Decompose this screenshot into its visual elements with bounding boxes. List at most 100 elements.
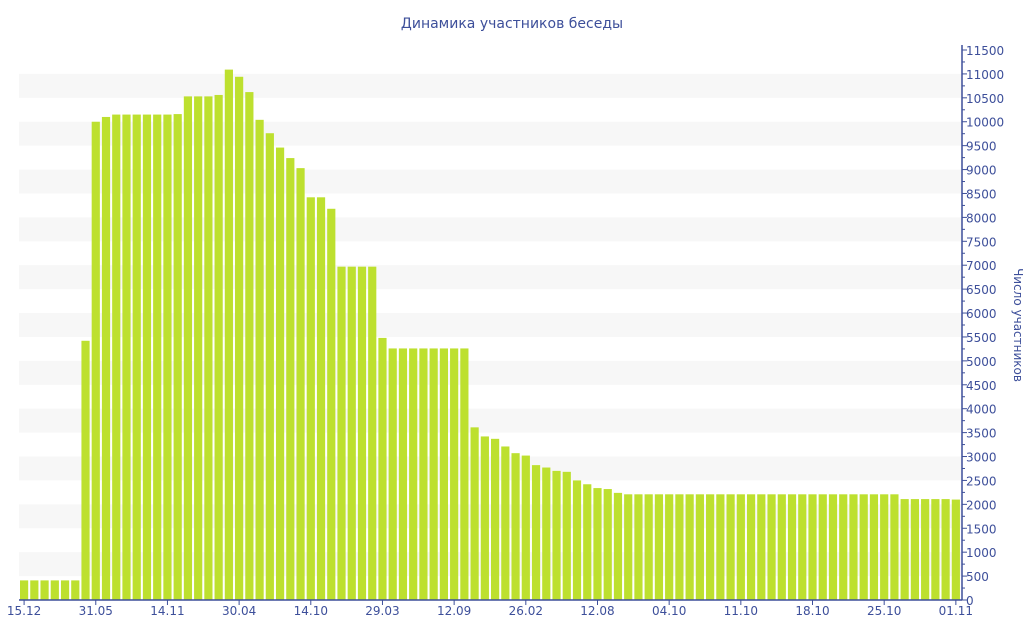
bar (327, 208, 336, 601)
bar (480, 436, 489, 600)
x-tick-label: 14.10 (294, 604, 328, 618)
grid-band (19, 217, 962, 242)
y-tick-label: 0 (966, 594, 974, 608)
bar (941, 499, 950, 600)
bar (808, 494, 817, 600)
bar (183, 96, 193, 601)
bar (757, 494, 766, 600)
bar (603, 489, 612, 600)
bar (746, 494, 756, 600)
x-tick-label: 30.04 (222, 604, 256, 618)
x-axis: 15.12 31.05 14.11 30.04 14.10 29.03 12.09 26.02… (7, 599, 973, 618)
y-tick-label: 11500 (966, 44, 1004, 58)
bar (388, 348, 397, 600)
x-tick-label: 11.10 (724, 604, 758, 618)
y-tick-label: 8500 (966, 187, 997, 201)
bar (921, 499, 930, 600)
bar (491, 438, 500, 600)
grid-band (19, 504, 962, 529)
bar (562, 471, 571, 600)
bar (40, 580, 49, 600)
bar (501, 446, 510, 600)
bar (900, 499, 909, 600)
y-tick-label: 7000 (966, 259, 997, 273)
grid-bands (19, 73, 962, 577)
bar (839, 494, 848, 600)
grid-band (19, 313, 962, 337)
bar (726, 494, 735, 600)
bar (859, 494, 868, 600)
y-tick-label: 3500 (966, 427, 997, 441)
bar (112, 114, 121, 600)
bar (122, 114, 131, 600)
bar (654, 494, 664, 600)
bar (429, 348, 438, 600)
grid-band (19, 456, 962, 481)
bar (296, 168, 305, 600)
y-tick-label: 500 (966, 570, 989, 584)
bar (542, 467, 551, 600)
y-tick-label: 2000 (966, 498, 997, 512)
bar (91, 121, 100, 600)
bar (224, 69, 233, 600)
bar (460, 348, 469, 600)
bar (60, 580, 70, 600)
bar (286, 158, 295, 600)
y-tick-label: 4000 (966, 403, 997, 417)
bar (450, 348, 459, 600)
bar (378, 337, 387, 600)
bar (470, 427, 479, 600)
bar (163, 114, 172, 600)
bar (675, 494, 684, 600)
x-tick-label: 31.05 (79, 604, 113, 618)
bar (593, 488, 602, 600)
bar (439, 348, 448, 600)
bar (368, 266, 377, 600)
bar (173, 114, 182, 600)
y-tick-label: 9000 (966, 164, 997, 178)
bar (101, 116, 111, 601)
bar (572, 480, 582, 600)
y-tick-label: 1500 (966, 522, 997, 536)
y-tick-label: 11000 (966, 68, 1004, 82)
bar (849, 494, 858, 600)
bar (869, 494, 879, 600)
y-tick-label: 3000 (966, 451, 997, 465)
bar (951, 499, 960, 600)
bar (337, 266, 346, 600)
bar (511, 453, 520, 600)
bar (910, 499, 919, 600)
grid-band (19, 169, 962, 194)
bar (306, 197, 315, 600)
bar (316, 197, 326, 600)
bar (736, 494, 745, 600)
bar (194, 96, 203, 601)
bar (931, 499, 940, 600)
bar (204, 96, 213, 601)
bar (521, 455, 530, 600)
bar (777, 494, 786, 600)
x-tick-label: 25.10 (867, 604, 901, 618)
bar (265, 133, 274, 600)
bar (624, 494, 633, 600)
bar (880, 494, 889, 600)
grid-band (19, 360, 962, 385)
y-tick-label: 5000 (966, 355, 997, 369)
bar (71, 580, 80, 600)
bar (30, 580, 39, 600)
bar (235, 76, 244, 601)
bar (153, 114, 162, 600)
bar (706, 494, 715, 600)
y-tick-label: 2500 (966, 474, 997, 488)
bar (214, 94, 223, 601)
y-axis-label: Число участников (1011, 268, 1024, 382)
bar (890, 494, 899, 600)
y-tick-label: 1000 (966, 546, 997, 560)
grid-band (19, 121, 962, 146)
bar (419, 348, 428, 600)
x-tick-label: 04.10 (652, 604, 686, 618)
x-tick-label: 29.03 (365, 604, 399, 618)
bar (613, 492, 623, 600)
bar (685, 494, 694, 600)
bar (50, 580, 59, 600)
